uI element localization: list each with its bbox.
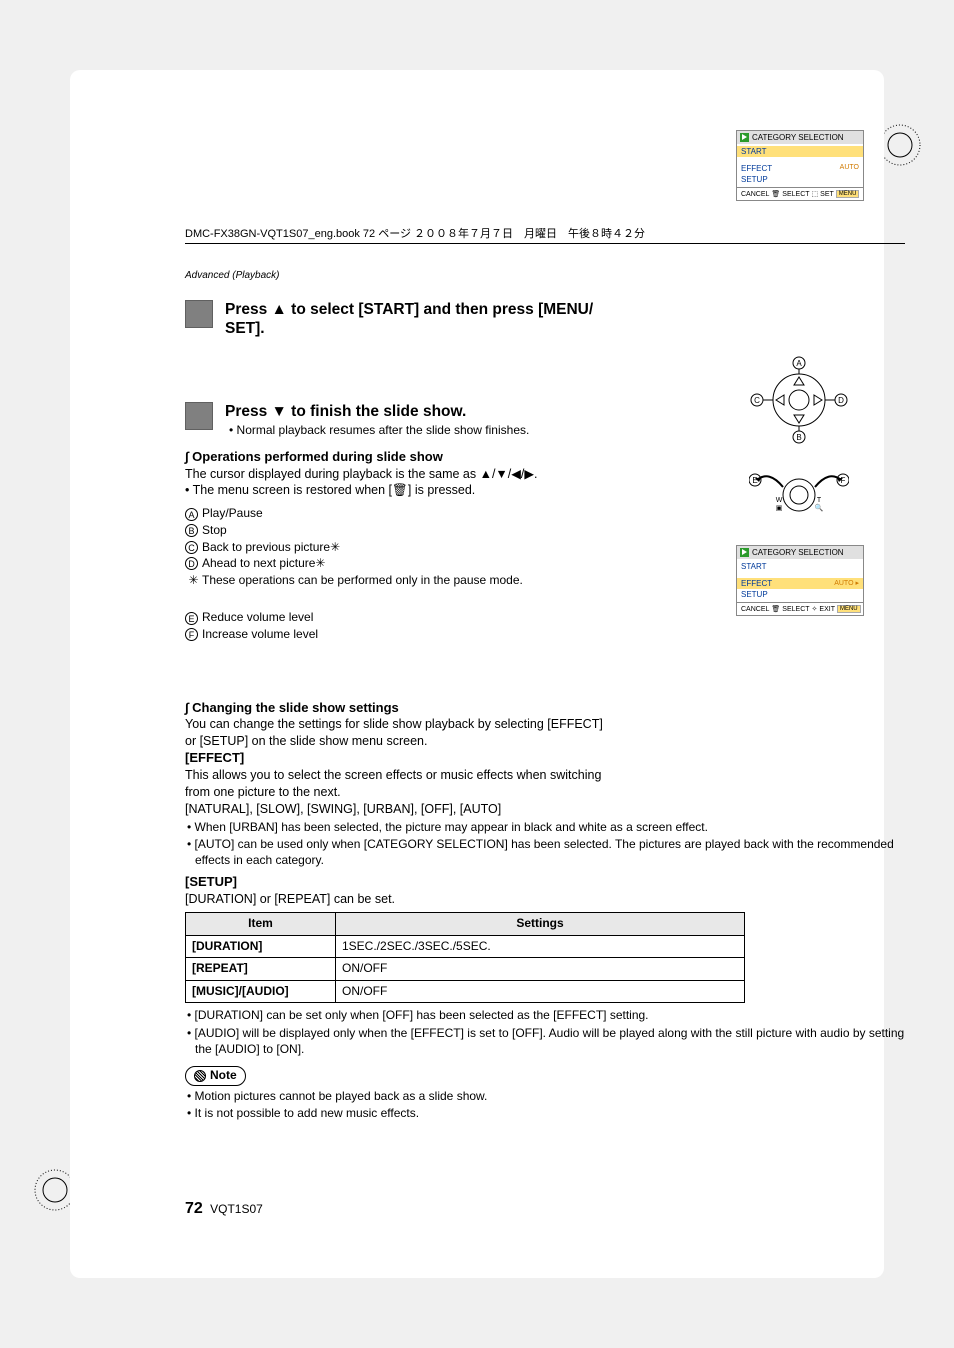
table-header-settings: Settings — [336, 913, 745, 936]
table-header-item: Item — [186, 913, 336, 936]
doc-id: VQT1S07 — [210, 1202, 263, 1216]
step-number-box — [185, 402, 213, 430]
lcd-cancel: CANCEL — [741, 191, 769, 198]
play-mode-icon — [740, 133, 749, 142]
book-header-line: DMC-FX38GN-VQT1S07_eng.book 72 ページ ２００８年… — [185, 225, 905, 244]
label-c-icon: C — [185, 541, 198, 554]
page-content: DMC-FX38GN-VQT1S07_eng.book 72 ページ ２００８年… — [70, 70, 884, 1278]
step-title: SET]. — [225, 319, 593, 338]
effect-note: • [AUTO] can be used only when [CATEGORY… — [185, 836, 915, 868]
label-b-icon: B — [185, 524, 198, 537]
lcd-setup: SETUP — [741, 175, 768, 184]
lcd-effect: EFFECT — [741, 164, 772, 173]
changing-description: You can change the settings for slide sh… — [185, 716, 615, 750]
setup-note: • [DURATION] can be set only when [OFF] … — [185, 1007, 915, 1023]
step-title: Press ▲ to select [START] and then press… — [225, 300, 593, 319]
label-e-icon: E — [185, 612, 198, 625]
effect-note: • When [URBAN] has been selected, the pi… — [185, 819, 915, 835]
lcd-auto: AUTO — [840, 164, 859, 173]
changing-settings-heading: ∫ Changing the slide show settings — [185, 700, 915, 717]
table-row: [MUSIC]/[AUDIO] ON/OFF — [186, 980, 745, 1003]
settings-table: Item Settings [DURATION] 1SEC./2SEC./3SE… — [185, 912, 745, 1003]
general-note: • It is not possible to add new music ef… — [185, 1105, 915, 1121]
label-d-icon: D — [185, 557, 198, 570]
operations-list: APlay/Pause BStop CBack to previous pict… — [185, 506, 915, 642]
effect-description: This allows you to select the screen eff… — [185, 767, 615, 801]
setup-label: [SETUP] — [185, 874, 915, 891]
table-row: [REPEAT] ON/OFF — [186, 958, 745, 981]
lcd-start: START — [741, 147, 766, 156]
lcd-preview-start: CATEGORY SELECTION START EFFECT AUTO SETU… — [736, 130, 864, 201]
ops-description: • The menu screen is restored when [🗑] i… — [185, 482, 915, 499]
lcd-set: SET — [820, 191, 834, 198]
table-row: [DURATION] 1SEC./2SEC./3SEC./5SEC. — [186, 935, 745, 958]
operations-heading: ∫ Operations performed during slide show — [185, 449, 915, 466]
label-a-icon: A — [185, 508, 198, 521]
step-title: Press ▼ to finish the slide show. — [225, 402, 529, 421]
effect-label: [EFFECT] — [185, 750, 915, 767]
lcd-select: SELECT — [782, 191, 809, 198]
label-f-icon: F — [185, 628, 198, 641]
lcd-title: CATEGORY SELECTION — [752, 133, 844, 142]
general-note: • Motion pictures cannot be played back … — [185, 1088, 915, 1104]
setup-note: • [AUDIO] will be displayed only when th… — [185, 1025, 915, 1057]
ops-description: The cursor displayed during playback is … — [185, 466, 915, 483]
step-finish-slideshow: Press ▼ to finish the slide show. • Norm… — [185, 402, 915, 441]
effect-options: [NATURAL], [SLOW], [SWING], [URBAN], [OF… — [185, 801, 915, 818]
note-heading: Note — [185, 1066, 246, 1086]
note-icon — [194, 1070, 206, 1082]
setup-description: [DURATION] or [REPEAT] can be set. — [185, 891, 915, 908]
section-header: Advanced (Playback) — [185, 270, 280, 281]
step-select-start: Press ▲ to select [START] and then press… — [185, 300, 915, 339]
page-number: 72 — [185, 1200, 203, 1217]
step-bullet: • Normal playback resumes after the slid… — [225, 423, 529, 439]
page-footer: 72 VQT1S07 — [185, 1200, 263, 1218]
step-number-box — [185, 300, 213, 328]
